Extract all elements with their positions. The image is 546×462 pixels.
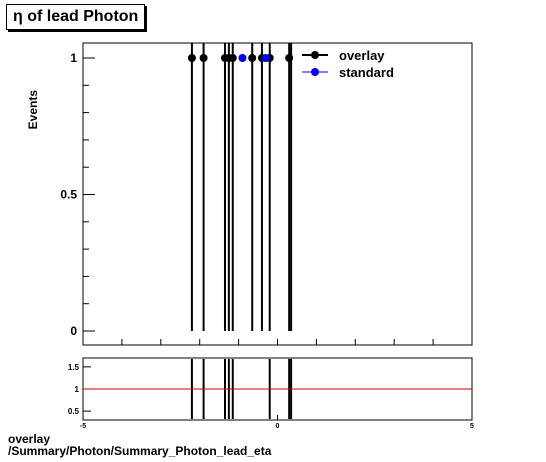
overlay-data-point bbox=[285, 54, 294, 62]
ratio-y-tick-label: 1 bbox=[75, 385, 80, 394]
standard-data-point bbox=[261, 54, 270, 62]
overlay-data-point bbox=[187, 54, 196, 62]
main-plot-frame bbox=[82, 42, 473, 346]
overlay-data-point bbox=[248, 54, 257, 62]
legend-standard-marker bbox=[311, 68, 319, 76]
footer-label: overlay bbox=[8, 432, 51, 446]
ratio-x-tick-label: 0 bbox=[276, 423, 280, 430]
footer-path: /Summary/Photon/Summary_Photon_lead_eta bbox=[8, 444, 272, 458]
main-axis-ticks: 00.51 bbox=[60, 51, 473, 345]
legend-standard-label: standard bbox=[339, 65, 394, 80]
ratio-x-tick-label: 5 bbox=[470, 423, 474, 430]
legend-overlay-label: overlay bbox=[339, 48, 385, 63]
chart-title: η of lead Photon bbox=[6, 4, 146, 30]
y-tick-label: 0 bbox=[70, 324, 77, 338]
y-tick-label: 0.5 bbox=[60, 188, 77, 202]
overlay-data-point bbox=[228, 54, 237, 62]
ratio-x-tick-label: -5 bbox=[80, 423, 86, 430]
standard-data-point bbox=[238, 54, 247, 62]
y-axis-label: Events bbox=[26, 90, 40, 130]
legend: overlay standard bbox=[302, 48, 394, 80]
legend-overlay-marker bbox=[311, 51, 319, 59]
main-histogram-lines bbox=[190, 43, 293, 331]
ratio-y-tick-label: 1.5 bbox=[68, 363, 80, 372]
main-data-points bbox=[187, 54, 294, 62]
y-tick-label: 1 bbox=[70, 51, 77, 65]
overlay-data-point bbox=[199, 54, 208, 62]
ratio-y-tick-label: 0.5 bbox=[68, 407, 80, 416]
